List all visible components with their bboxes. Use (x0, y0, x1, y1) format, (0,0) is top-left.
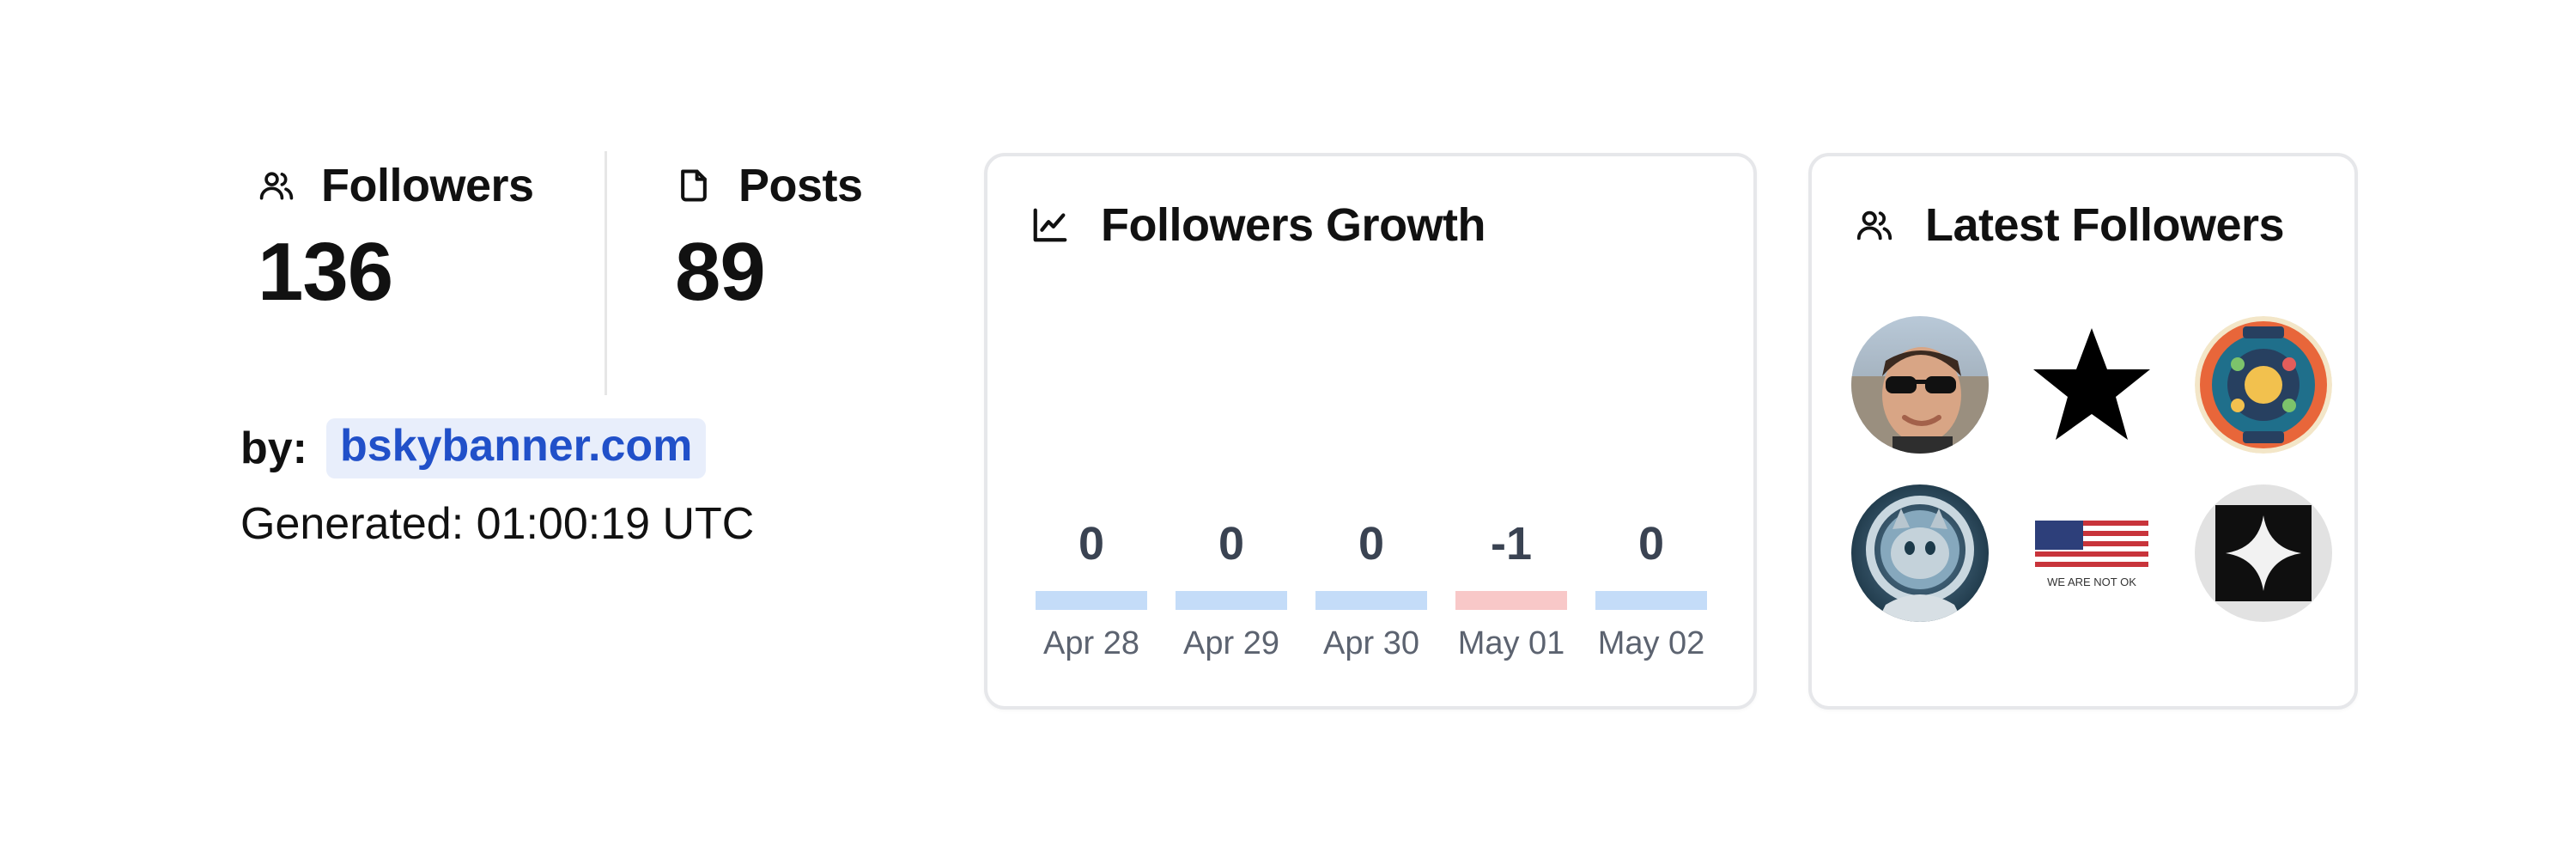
growth-bar-group: 0 May 02 (1595, 517, 1707, 689)
avatar-sparkle-square[interactable] (2195, 484, 2332, 622)
followers-growth-chart: 0 Apr 28 0 Apr 29 0 Apr 30 -1 May 01 0 May 02 (1036, 517, 1714, 689)
bskybanner-link[interactable]: bskybanner.com (326, 418, 707, 478)
growth-bar-value: 0 (1358, 518, 1385, 570)
avatar-man-sunglasses[interactable] (1851, 316, 1989, 454)
growth-bar-date: Apr 29 (1183, 625, 1279, 661)
posts-count: 89 (675, 226, 766, 318)
followers-stat: Followers 136 (258, 151, 635, 395)
growth-bar-group: 0 Apr 30 (1315, 517, 1427, 689)
growth-bar (1595, 591, 1707, 610)
followers-growth-card: Followers Growth 0 Apr 28 0 Apr 29 0 Apr 30 -1… (984, 153, 1757, 710)
line-chart-icon (1030, 205, 1070, 245)
growth-bar-date: May 01 (1457, 625, 1565, 661)
avatar-measure-learn-badge[interactable] (2195, 316, 2332, 454)
growth-bar (1455, 591, 1567, 610)
growth-bar-value: -1 (1490, 518, 1532, 570)
latest-followers-header: Latest Followers (1855, 191, 2285, 259)
growth-bar-date: May 02 (1597, 625, 1705, 661)
growth-bar (1176, 591, 1287, 610)
latest-followers-grid: WE ARE NOT OK (1851, 316, 2332, 643)
growth-bar-value: 0 (1637, 518, 1665, 570)
posts-stat-header: Posts (675, 151, 933, 220)
growth-bar-group: 0 Apr 28 (1036, 517, 1147, 689)
growth-bar-group: 0 Apr 29 (1176, 517, 1287, 689)
avatar-astronaut-cat[interactable] (1851, 484, 1989, 622)
growth-bar (1036, 591, 1147, 610)
growth-bar-value: 0 (1078, 518, 1105, 570)
users-icon (258, 167, 295, 204)
flag-caption: WE ARE NOT OK (2047, 576, 2136, 588)
followers-growth-header: Followers Growth (1030, 191, 1486, 259)
stats-panel: Followers 136 Posts 89 (240, 151, 945, 412)
growth-bar-value: 0 (1218, 518, 1245, 570)
by-label: by: (240, 423, 307, 473)
growth-bar (1315, 591, 1427, 610)
generated-timestamp: Generated: 01:00:19 UTC (240, 499, 755, 549)
posts-stat: Posts 89 (675, 151, 933, 395)
avatar-we-are-not-ok-flag[interactable]: WE ARE NOT OK (2023, 484, 2160, 622)
followers-growth-title: Followers Growth (1101, 199, 1486, 251)
avatar-black-star[interactable] (2023, 316, 2160, 454)
users-icon (1855, 205, 1894, 245)
attribution-line: by: bskybanner.com (240, 414, 707, 483)
growth-bar-date: Apr 30 (1323, 625, 1419, 661)
stats-divider (605, 151, 607, 395)
posts-label: Posts (738, 160, 863, 211)
followers-count: 136 (258, 226, 393, 318)
growth-bar-group: -1 May 01 (1455, 517, 1567, 689)
latest-followers-card: Latest Followers (1808, 153, 2358, 710)
file-icon (675, 167, 713, 204)
latest-followers-title: Latest Followers (1925, 199, 2285, 251)
followers-label: Followers (321, 160, 534, 211)
followers-stat-header: Followers (258, 151, 635, 220)
growth-bar-date: Apr 28 (1043, 625, 1139, 661)
